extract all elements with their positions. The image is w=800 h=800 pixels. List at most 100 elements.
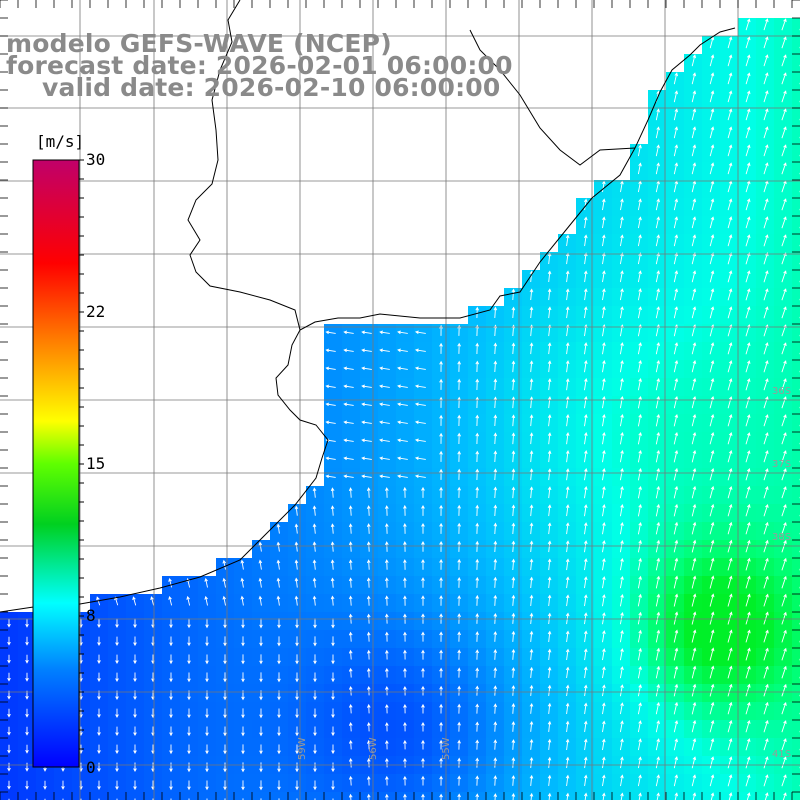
wind-arrow — [583, 558, 588, 571]
wind-arrow — [673, 449, 679, 463]
wind-arrow — [565, 468, 570, 481]
wind-arrow — [619, 503, 624, 517]
wind-arrow — [295, 708, 299, 719]
wind-arrow — [727, 611, 733, 625]
wind-arrow — [620, 774, 624, 787]
wind-cell — [792, 378, 800, 397]
wind-arrow — [745, 306, 751, 319]
wind-arrow — [727, 72, 733, 85]
wind-arrow — [259, 672, 263, 683]
wind-arrow — [439, 396, 443, 408]
wind-arrow — [583, 630, 588, 643]
wind-arrow — [745, 450, 751, 463]
wind-arrow — [637, 413, 642, 427]
wind-arrow — [348, 577, 353, 588]
wind-arrow — [781, 665, 787, 679]
wind-arrow — [691, 647, 697, 661]
wind-arrow — [745, 432, 751, 445]
wind-cell — [792, 630, 800, 649]
wind-arrow — [547, 504, 552, 517]
wind-arrow — [511, 576, 516, 589]
wind-arrow — [7, 726, 11, 736]
wind-cell — [612, 792, 631, 800]
wind-arrow — [691, 539, 697, 553]
wind-arrow — [529, 360, 534, 373]
wind-arrow — [763, 270, 769, 283]
wind-arrow — [673, 503, 679, 517]
wind-arrow — [547, 252, 552, 265]
wind-arrow — [348, 631, 353, 642]
wind-cell — [18, 792, 37, 800]
wind-arrow — [583, 252, 588, 265]
wind-arrow — [414, 384, 426, 389]
wind-cell — [270, 792, 289, 800]
wind-arrow — [511, 288, 516, 301]
wind-arrow — [276, 541, 281, 552]
wind-arrow — [511, 414, 516, 427]
wind-arrow — [781, 396, 787, 409]
wind-arrow — [763, 234, 769, 247]
wind-arrow — [366, 685, 371, 696]
wind-arrow — [709, 270, 715, 283]
wind-cell — [720, 792, 739, 800]
wind-arrow — [511, 342, 516, 355]
wind-arrow — [583, 522, 588, 535]
wind-arrow — [277, 654, 281, 665]
wind-arrow — [583, 756, 588, 769]
wind-arrow — [781, 557, 787, 571]
wind-cell — [792, 216, 800, 235]
wind-cell — [684, 792, 703, 800]
wind-cell — [792, 180, 800, 199]
wind-arrow — [330, 505, 335, 516]
wind-arrow — [673, 647, 679, 661]
wind-arrow — [637, 431, 642, 445]
wind-arrow — [366, 559, 371, 570]
wind-arrow — [781, 774, 787, 787]
wind-arrow — [602, 234, 606, 247]
wind-arrow — [637, 647, 642, 661]
wind-arrow — [133, 708, 137, 719]
wind-arrow — [115, 636, 119, 647]
wind-arrow — [403, 649, 407, 660]
wind-arrow — [655, 252, 660, 265]
wind-arrow — [97, 780, 101, 790]
wind-arrow — [379, 474, 390, 479]
wind-arrow — [294, 523, 299, 534]
wind-arrow — [727, 756, 733, 769]
wind-arrow — [258, 559, 263, 570]
wind-arrow — [637, 270, 642, 283]
wind-arrow — [655, 467, 661, 481]
wind-arrow — [727, 144, 733, 157]
wind-arrow — [673, 342, 679, 355]
wind-arrow — [169, 618, 173, 629]
wind-arrow — [331, 654, 335, 665]
wind-arrow — [637, 575, 642, 589]
wind-arrow — [583, 594, 588, 607]
wind-arrow — [763, 504, 769, 517]
wind-arrow — [709, 54, 715, 67]
wind-arrow — [547, 450, 552, 463]
axis-labels: 59W 56W 55W 36S 37S 38S 41S — [297, 386, 791, 760]
wind-arrow — [348, 523, 353, 534]
wind-arrow — [331, 726, 335, 737]
latitude-label: 36S — [772, 386, 791, 397]
wind-arrow — [602, 504, 606, 517]
wind-arrow — [385, 649, 389, 660]
wind-arrow — [781, 683, 787, 697]
wind-arrow — [709, 485, 715, 499]
wind-arrow — [602, 270, 606, 283]
wind-arrow — [313, 654, 317, 665]
wind-arrow — [259, 744, 263, 755]
wind-arrow — [745, 683, 751, 697]
wind-arrow — [763, 54, 769, 67]
colorbar-tick-22: 22 — [86, 302, 106, 321]
wind-arrow — [529, 450, 534, 463]
valid-date: valid date: 2026-02-10 06:00:00 — [42, 73, 501, 102]
wind-arrow — [421, 559, 425, 570]
wind-arrow — [709, 36, 715, 49]
wind-arrow — [745, 665, 751, 679]
wind-arrow — [691, 575, 697, 589]
wind-arrow — [637, 557, 642, 571]
wind-arrow — [709, 539, 715, 553]
wind-cell — [792, 306, 800, 325]
